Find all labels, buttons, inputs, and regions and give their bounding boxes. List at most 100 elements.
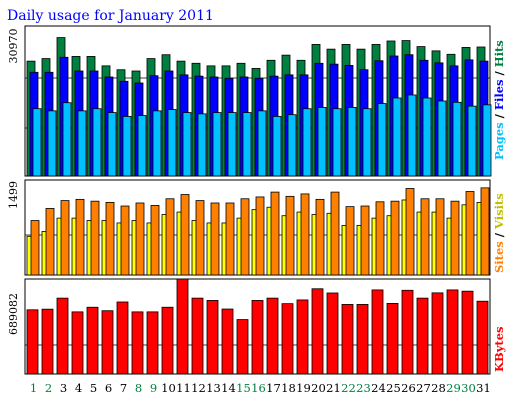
pages-bar <box>182 112 192 177</box>
legend-separator: / <box>492 110 506 122</box>
x-tick-label: 27 <box>416 381 431 395</box>
pages-bar <box>47 110 57 177</box>
pages-bar <box>77 110 87 177</box>
visits-sites-y-tick-label: 1499 <box>7 181 20 209</box>
x-tick-label: 2 <box>45 381 52 395</box>
sites-bar <box>360 205 370 276</box>
pages-bar <box>62 102 72 177</box>
pages-bar <box>422 97 432 177</box>
x-tick-label: 21 <box>326 381 341 395</box>
x-tick-label: 31 <box>476 381 491 395</box>
pages-bar <box>272 116 282 177</box>
sites-bar <box>150 205 160 276</box>
sites-bar <box>60 200 70 276</box>
pages-bar <box>242 112 252 177</box>
kbytes-bar <box>176 278 189 375</box>
kbytes-bar <box>86 306 99 375</box>
sites-bar <box>330 191 340 276</box>
kbytes-bar <box>56 297 69 375</box>
legend-label: Pages / Files / Hits <box>492 40 506 160</box>
kbytes-bar <box>146 311 159 375</box>
sites-bar <box>465 191 475 276</box>
legend-separator: / <box>492 229 506 241</box>
kbytes-bar <box>296 299 309 375</box>
kbytes-bar <box>326 292 339 375</box>
legend-hits: Hits <box>492 40 506 67</box>
sites-bar <box>405 188 415 276</box>
x-tick-label: 14 <box>221 381 236 395</box>
x-tick-label: 19 <box>296 381 311 395</box>
x-tick-label: 22 <box>341 381 356 395</box>
kbytes-bar <box>131 311 144 375</box>
x-tick-label: 4 <box>75 381 82 395</box>
sites-bar <box>195 200 205 276</box>
sites-bar <box>390 200 400 276</box>
legends: Pages / Files / Hits Sites / Visits KBytes <box>492 40 506 372</box>
kbytes-bar <box>386 302 399 375</box>
pages-bar <box>107 112 117 177</box>
kbytes-bar <box>461 290 474 375</box>
legend-pages: Pages <box>492 122 506 160</box>
pages-bar <box>287 114 297 177</box>
pages-bar <box>167 109 177 177</box>
x-tick-label: 5 <box>90 381 97 395</box>
pages-bar <box>32 108 42 177</box>
x-tick-label: 12 <box>191 381 206 395</box>
pages-bar <box>302 108 312 177</box>
x-tick-label: 18 <box>281 381 296 395</box>
hits-files-pages-y-tick-label: 30970 <box>7 29 20 64</box>
kbytes-bar <box>251 300 264 375</box>
x-tick-label: 26 <box>401 381 416 395</box>
x-tick-label: 30 <box>461 381 476 395</box>
kbytes-bar <box>281 303 294 375</box>
sites-bar <box>450 200 460 276</box>
x-tick-label: 9 <box>150 381 157 395</box>
x-tick-label: 29 <box>446 381 461 395</box>
pages-bar <box>92 108 102 177</box>
legend-label: KBytes <box>492 326 506 372</box>
pages-bar <box>452 101 462 177</box>
kbytes-bar <box>311 288 324 375</box>
sites-bar <box>255 196 265 276</box>
kbytes-bar <box>191 297 204 375</box>
sites-bar <box>30 220 40 276</box>
x-tick-label: 3 <box>60 381 67 395</box>
kbytes-bar <box>446 289 459 375</box>
x-tick-label: 23 <box>356 381 371 395</box>
pages-bar <box>362 108 372 177</box>
legend-kbytes: KBytes <box>492 326 506 372</box>
x-axis-day-labels: 1 2 3 4 5 6 7 8 9 10 11 12 13 14 15 16 17 18 19 20 21 22 23 24 2… <box>30 381 491 395</box>
x-tick-label: 8 <box>135 381 142 395</box>
sites-bar <box>210 202 220 276</box>
legend-separator: / <box>492 67 506 79</box>
pages-bar <box>137 115 147 177</box>
kbytes-bar <box>356 304 369 375</box>
x-tick-label: 11 <box>176 381 191 395</box>
sites-bar <box>300 193 310 276</box>
kbytes-bar <box>101 310 114 375</box>
pages-bar <box>317 107 327 177</box>
sites-bar <box>75 198 85 276</box>
sites-bar <box>45 208 55 276</box>
pages-bar <box>197 113 207 177</box>
pages-bar <box>212 112 222 177</box>
sites-bar <box>180 194 190 276</box>
kbytes-bar <box>431 292 444 375</box>
chart-panels: 30970 1499 689082 <box>7 25 492 375</box>
sites-bar <box>375 201 385 276</box>
sites-bar <box>270 191 280 276</box>
pages-bar <box>347 107 357 177</box>
sites-bar <box>165 198 175 276</box>
x-tick-label: 13 <box>206 381 221 395</box>
x-tick-label: 20 <box>311 381 326 395</box>
kbytes-bar <box>41 308 54 375</box>
sites-bar <box>120 205 130 276</box>
kbytes-bar <box>341 304 354 375</box>
sites-bar <box>240 198 250 276</box>
sites-bar <box>225 202 235 276</box>
x-tick-label: 17 <box>266 381 281 395</box>
x-tick-label: 10 <box>161 381 176 395</box>
kbytes-bar <box>401 289 414 375</box>
x-tick-label: 25 <box>386 381 401 395</box>
